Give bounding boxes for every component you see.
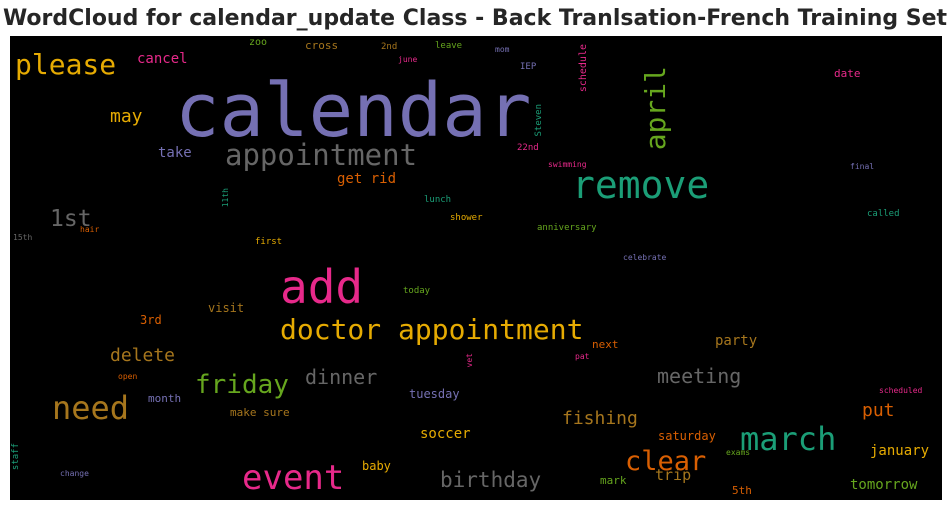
word-next: next [592,338,619,351]
word-event: event [242,458,345,498]
word-appointment: appointment [225,138,418,172]
word-clear: clear [625,446,707,477]
word-shower: shower [450,213,483,223]
word-steven: Steven [534,104,544,137]
word-april: april [639,66,672,151]
word-today: today [403,286,431,296]
word-staff: staff [11,443,21,471]
word-fishing: fishing [562,408,638,429]
word-22nd: 22nd [517,143,539,153]
word-3rd: 3rd [140,313,162,327]
word-celebrate: celebrate [623,253,667,262]
word-mom: mom [495,45,510,54]
word-visit: visit [208,301,245,315]
word-schedule: schedule [578,44,589,93]
word-hair: hair [80,225,100,234]
word-january: january [870,443,930,459]
word-exams: exams [726,448,751,457]
word-march: march [740,420,837,458]
word-get-rid: get rid [337,171,397,187]
word-trip: trip [655,466,692,484]
word-scheduled: scheduled [879,386,923,395]
word-lunch: lunch [424,195,452,205]
word-1st: 1st [50,206,92,232]
word-june: june [398,55,418,64]
word-pat: pat [575,352,590,361]
word-dinner: dinner [305,365,378,389]
word-final: final [850,162,875,171]
word-birthday: birthday [440,468,542,492]
word-saturday: saturday [658,429,716,443]
word-friday: friday [195,370,289,400]
word-make-sure: make sure [230,406,290,419]
word-remove: remove [572,163,710,207]
word-baby: baby [362,459,391,473]
word-doctor-appointment: doctor appointment [280,313,584,346]
word-open: open [118,372,138,381]
word-tomorrow: tomorrow [850,477,918,493]
word-need: need [52,389,130,427]
word-leave: leave [435,41,463,51]
word-delete: delete [110,345,176,366]
word-cancel: cancel [137,51,188,67]
word-anniversary: anniversary [537,223,597,233]
wordcloud-canvas: calendar add remove doctor appointment appoi… [10,36,942,500]
word-mark: mark [600,474,627,487]
word-cross: cross [305,39,339,52]
word-11th: 11th [221,188,230,208]
word-2nd: 2nd [381,42,398,52]
word-may: may [110,106,143,127]
word-called: called [867,209,900,219]
word-soccer: soccer [420,426,471,442]
word-zoo: zoo [249,37,268,48]
word-first: first [255,237,283,247]
word-vet: vet [465,353,474,368]
word-take: take [158,145,192,161]
word-month: month [148,392,182,405]
word-meeting: meeting [657,364,742,388]
word-date: date [834,67,861,80]
word-5th: 5th [732,484,752,497]
word-change: change [60,469,89,478]
chart-title: WordCloud for calendar_update Class - Ba… [2,6,948,31]
word-put: put [862,400,895,421]
word-please: please [15,48,117,81]
word-iep: IEP [520,62,537,72]
word-tuesday: tuesday [409,387,460,401]
word-add: add [280,260,364,314]
word-swimming: swimming [548,160,587,169]
word-15th: 15th [13,233,33,242]
word-party: party [715,333,758,349]
word-calendar: calendar [175,68,532,154]
